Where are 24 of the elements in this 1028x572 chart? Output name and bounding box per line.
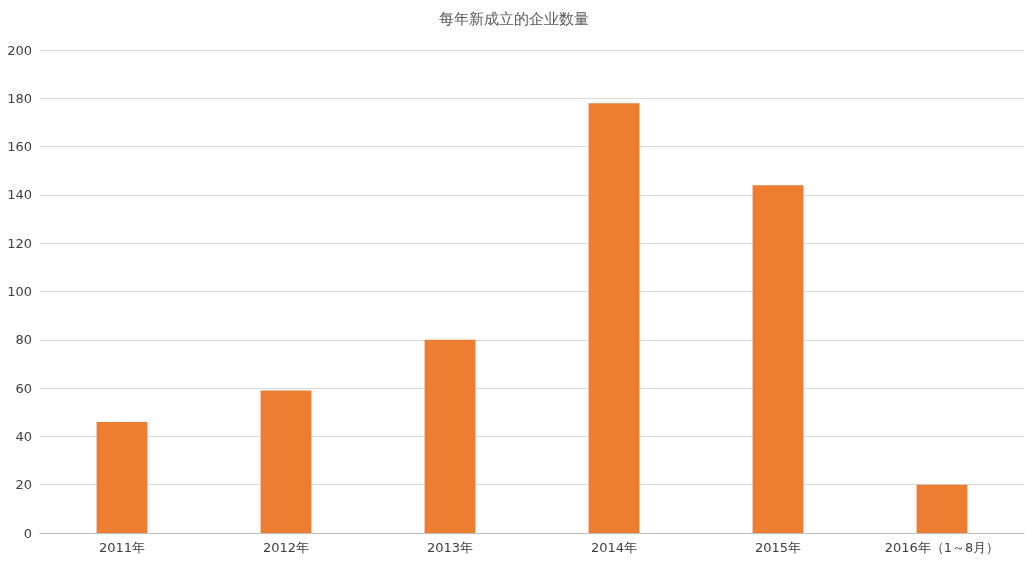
y-tick-label: 0 — [23, 525, 32, 541]
y-tick-label: 120 — [7, 235, 32, 251]
bar — [752, 185, 804, 533]
y-tick-label: 20 — [15, 477, 32, 493]
y-tick-label: 100 — [7, 284, 32, 299]
bar — [588, 103, 640, 533]
y-tick-label: 80 — [15, 332, 32, 348]
bar — [260, 390, 312, 533]
x-tick-label: 2014年 — [590, 540, 638, 555]
bar — [424, 339, 476, 533]
bar — [96, 421, 148, 533]
y-tick-label: 60 — [15, 380, 32, 396]
x-tick-label: 2012年 — [262, 540, 310, 555]
x-tick-label: 2015年 — [754, 540, 802, 555]
y-tick-label: 40 — [15, 428, 32, 444]
x-tick-label: 2013年 — [426, 540, 474, 555]
y-tick-label: 160 — [7, 139, 32, 155]
x-tick-label: 2016年（1～8月） — [884, 540, 1000, 555]
y-tick-label: 140 — [7, 187, 32, 203]
chart-title: 每年新成立的企业数量 — [439, 9, 589, 28]
bar — [916, 484, 968, 533]
x-tick-label: 2011年 — [98, 540, 146, 555]
y-tick-label: 180 — [7, 90, 32, 106]
y-tick-label: 200 — [7, 42, 32, 58]
